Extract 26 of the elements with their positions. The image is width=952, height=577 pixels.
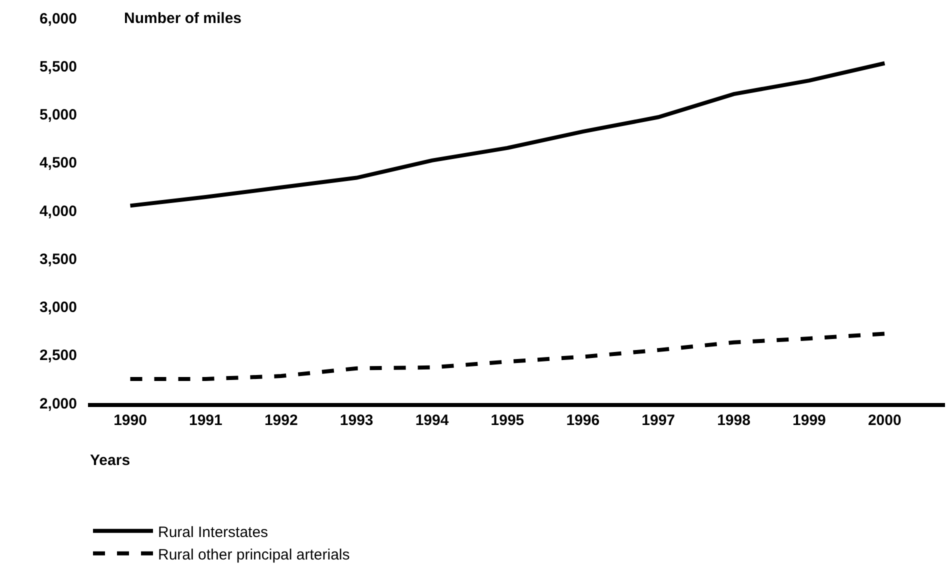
x-tick-label: 2000	[868, 412, 902, 429]
x-tick-label: 1990	[114, 412, 147, 429]
x-tick-label: 1993	[340, 412, 374, 429]
y-tick-label: 3,500	[39, 250, 77, 268]
y-tick-label: 6,000	[39, 10, 77, 28]
y-tick-label: 3,000	[39, 299, 77, 316]
x-tick-label: 1999	[792, 412, 826, 429]
line-series	[128, 61, 887, 208]
y-tick-label: 5,000	[39, 106, 77, 124]
x-axis-title: Years	[90, 452, 130, 469]
x-tick-label: 1992	[264, 412, 298, 429]
y-tick-label: 4,500	[39, 154, 77, 172]
x-tick-label: 1995	[490, 412, 524, 429]
x-tick-label: 1997	[642, 412, 676, 429]
x-tick-label: 1996	[566, 412, 600, 429]
legend-label: Rural other principal arterials	[158, 546, 350, 564]
y-axis-title: Number of miles	[124, 10, 242, 27]
x-tick-label: 1991	[189, 412, 222, 429]
line-series	[128, 332, 887, 381]
x-tick-label: 1994	[415, 412, 450, 429]
y-tick-label: 5,500	[39, 58, 77, 76]
legend-label: Rural Interstates	[158, 524, 268, 541]
y-tick-label: 2,500	[39, 347, 77, 364]
y-tick-label: 2,000	[39, 395, 77, 412]
x-tick-label: 1998	[717, 412, 750, 429]
y-tick-label: 4,000	[39, 202, 77, 220]
